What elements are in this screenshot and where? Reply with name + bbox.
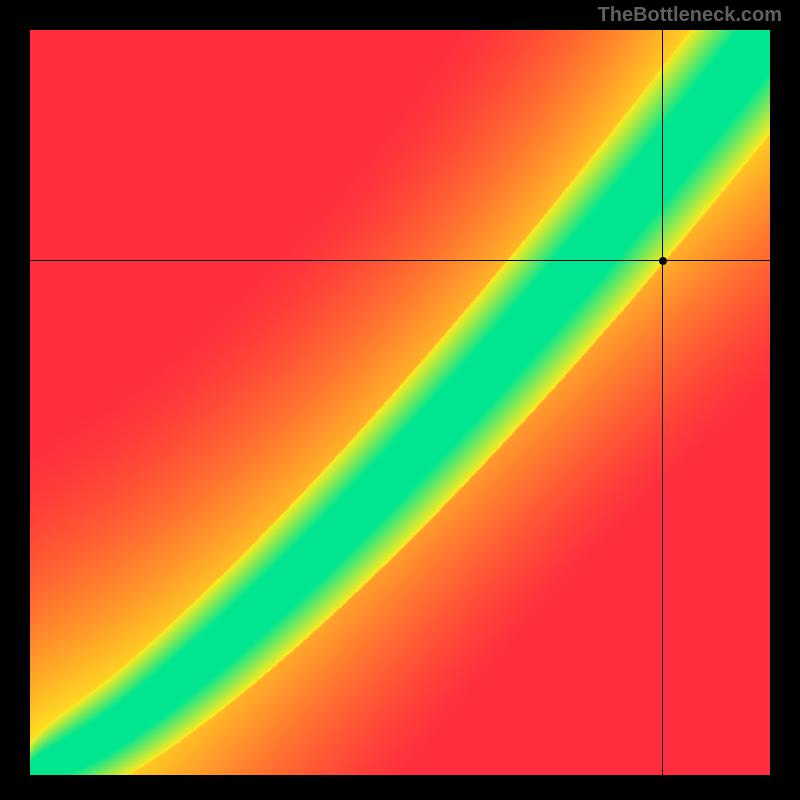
crosshair-vertical [662, 0, 663, 800]
chart-container: TheBottleneck.com [0, 0, 800, 800]
watermark-text: TheBottleneck.com [598, 4, 782, 27]
crosshair-horizontal [0, 260, 800, 261]
bottleneck-heatmap [30, 30, 770, 775]
selection-marker [659, 257, 667, 265]
